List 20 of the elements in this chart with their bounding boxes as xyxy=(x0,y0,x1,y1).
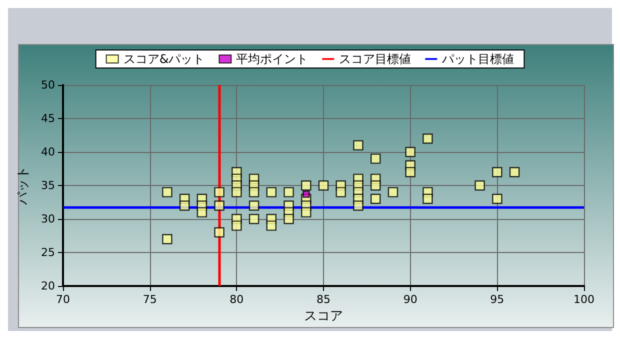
x-tick-label: 85 xyxy=(316,293,330,306)
y-tick-label: 40 xyxy=(41,146,55,158)
legend-label: スコア目標値 xyxy=(339,52,412,66)
legend-label: スコア&パット xyxy=(123,52,205,66)
x-tick-label: 70 xyxy=(56,293,70,306)
x-tick-label: 100 xyxy=(574,293,594,306)
x-tick-label: 80 xyxy=(230,293,244,306)
legend-label: パット目標値 xyxy=(441,52,514,66)
y-tick-label: 25 xyxy=(41,246,55,259)
y-axis-title: パット xyxy=(16,166,32,206)
y-tick-label: 50 xyxy=(41,78,55,92)
x-tick-label: 90 xyxy=(403,293,418,306)
x-tick-label: 75 xyxy=(142,293,157,306)
y-tick-label: 30 xyxy=(41,212,55,226)
x-tick-label: 95 xyxy=(490,293,504,306)
y-tick-label: 35 xyxy=(41,179,55,192)
legend-label: 平均ポイント xyxy=(236,52,308,66)
y-tick-label: 45 xyxy=(41,112,55,125)
y-tick-label: 20 xyxy=(41,280,55,292)
x-axis-title: スコア xyxy=(304,308,343,324)
